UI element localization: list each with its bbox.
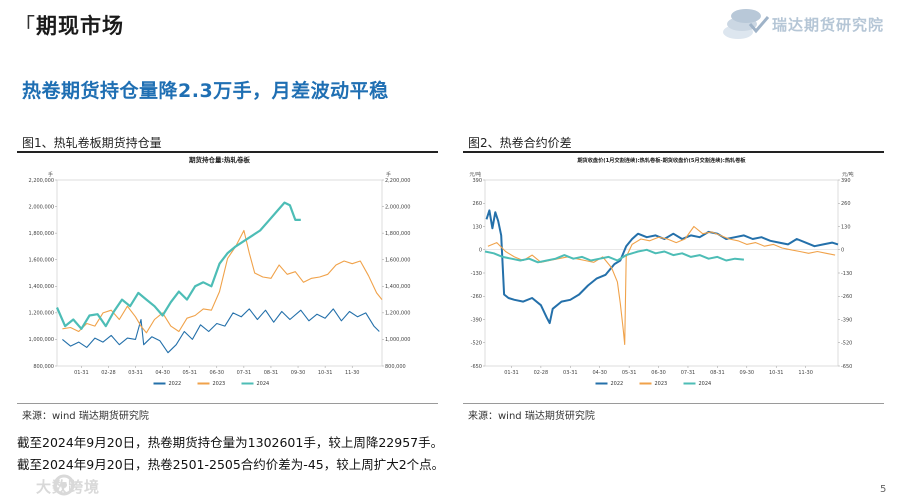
y-tick-label-left: 1,200,000 [29, 311, 54, 317]
legend-label-2024: 2024 [699, 381, 712, 387]
plot-frame [56, 179, 383, 367]
x-tick-label: 03-31 [128, 370, 143, 376]
x-tick-label: 05-31 [622, 370, 637, 376]
chart-title: 期货持仓量:热轧卷板 [189, 155, 251, 164]
y-unit-left: 手 [48, 171, 53, 178]
x-tick-label: 01-31 [504, 370, 519, 376]
x-tick-label: 09-30 [740, 370, 755, 376]
company-name: 瑞达期货研究院 [772, 16, 885, 34]
x-tick-label: 04-30 [592, 370, 607, 376]
y-tick-label-right: 260 [841, 201, 851, 207]
y-tick-label-right: -260 [841, 294, 852, 300]
y-tick-label-right: 1,000,000 [385, 337, 410, 343]
series-line-2022 [485, 209, 839, 325]
y-tick-label-left: 2,000,000 [29, 204, 54, 210]
y-tick-label-left: 390 [472, 178, 482, 184]
x-tick-label: 02-28 [101, 370, 116, 376]
y-tick-label-left: -650 [471, 364, 482, 370]
x-tick-label: 11-30 [345, 370, 360, 376]
y-tick-label-right: -650 [841, 364, 852, 370]
y-tick-label-left: 800,000 [33, 364, 54, 370]
page-title: 「期现市场 [14, 10, 124, 40]
chart-title: 期货收盘价(1月交割连续):热轧卷板-期货收盘价(5月交割连续):热轧卷板 [577, 156, 746, 164]
y-tick-label-left: 1,400,000 [29, 284, 54, 290]
y-tick-label-left: -130 [471, 271, 482, 277]
title-bracket: 「 [14, 14, 36, 38]
figure-1-source-rule [17, 403, 438, 404]
y-tick-label-right: 800,000 [385, 364, 406, 370]
series-line-2024 [55, 201, 301, 330]
y-tick-label-right: 1,400,000 [385, 284, 410, 290]
x-tick-label: 06-30 [651, 370, 666, 376]
y-unit-left: 元/吨 [469, 171, 481, 178]
note-spread: 截至2024年9月20日，热卷2501-2505合约价差为-45，较上周扩大2个… [17, 457, 445, 472]
page-number: 5 [880, 484, 887, 495]
x-tick-label: 05-31 [182, 370, 197, 376]
figure-2-rule [463, 151, 884, 153]
figure-2-source: 来源：wind 瑞达期货研究院 [468, 411, 595, 422]
figure-1-source: 来源：wind 瑞达期货研究院 [22, 411, 149, 422]
y-tick-label-right: -130 [841, 271, 852, 277]
figure-1-label: 图1、热轧卷板期货持仓量 [22, 136, 162, 150]
y-unit-right: 元/吨 [842, 171, 854, 178]
legend-label-2024: 2024 [257, 381, 270, 387]
y-tick-label-left: -520 [471, 341, 482, 347]
legend-label-2023: 2023 [655, 381, 668, 387]
y-tick-label-left: 1,600,000 [29, 258, 54, 264]
y-tick-label-right: 1,600,000 [385, 258, 410, 264]
y-tick-label-right: -390 [841, 317, 852, 323]
x-tick-label: 08-31 [710, 370, 725, 376]
x-tick-label: 06-30 [210, 370, 225, 376]
legend-label-2022: 2022 [611, 381, 624, 387]
y-tick-label-right: 2,000,000 [385, 204, 410, 210]
y-tick-label-left: 1,800,000 [29, 231, 54, 237]
x-tick-label: 03-31 [563, 370, 578, 376]
y-tick-label-right: 1,200,000 [385, 311, 410, 317]
y-tick-label-left: 1,000,000 [29, 337, 54, 343]
figure-2-label: 图2、热卷合约价差 [468, 136, 572, 150]
y-tick-label-left: -390 [471, 317, 482, 323]
x-tick-label: 02-28 [534, 370, 549, 376]
y-tick-label-right: 130 [841, 224, 851, 230]
x-tick-label: 08-31 [264, 370, 279, 376]
plot-frame [484, 179, 839, 367]
title-text: 期现市场 [36, 14, 124, 38]
y-tick-label-right: 390 [841, 178, 851, 184]
company-logo [723, 9, 770, 39]
x-tick-label: 10-31 [318, 370, 333, 376]
note-open-interest: 截至2024年9月20日，热卷期货持仓量为1302601手，较上周降22957手… [17, 435, 444, 450]
y-tick-label-left: 260 [472, 201, 482, 207]
legend-label-2022: 2022 [169, 381, 182, 387]
x-tick-label: 04-30 [155, 370, 170, 376]
series-line-2022 [62, 308, 380, 354]
y-tick-label-right: 2,200,000 [385, 178, 410, 184]
x-tick-label: 11-30 [798, 370, 813, 376]
series-line-2023 [62, 229, 383, 334]
y-tick-label-right: -520 [841, 341, 852, 347]
x-tick-label: 07-31 [681, 370, 696, 376]
y-tick-label-left: 0 [479, 248, 482, 254]
x-tick-label: 01-31 [74, 370, 89, 376]
series-line-2024 [484, 248, 745, 264]
watermark-logo [53, 474, 75, 496]
watermark-icon [53, 474, 75, 496]
x-tick-label: 10-31 [769, 370, 784, 376]
x-tick-label: 09-30 [291, 370, 306, 376]
spread-chart: 期货收盘价(1月交割连续):热轧卷板-期货收盘价(5月交割连续):热轧卷板元/吨… [469, 156, 854, 387]
y-tick-label-right: 1,800,000 [385, 231, 410, 237]
y-tick-label-left: -260 [471, 294, 482, 300]
legend-label-2023: 2023 [213, 381, 226, 387]
figure-1-rule [17, 151, 438, 153]
y-unit-right: 手 [386, 171, 391, 178]
x-tick-label: 07-31 [237, 370, 252, 376]
watermark-text: 大数跨境 [36, 478, 101, 496]
y-tick-label-left: 130 [472, 224, 482, 230]
figure-2-source-rule [463, 403, 884, 404]
y-tick-label-left: 2,200,000 [29, 178, 54, 184]
headline: 热卷期货持仓量降2.3万手，月差波动平稳 [22, 80, 389, 102]
y-tick-label-right: 0 [841, 248, 844, 254]
